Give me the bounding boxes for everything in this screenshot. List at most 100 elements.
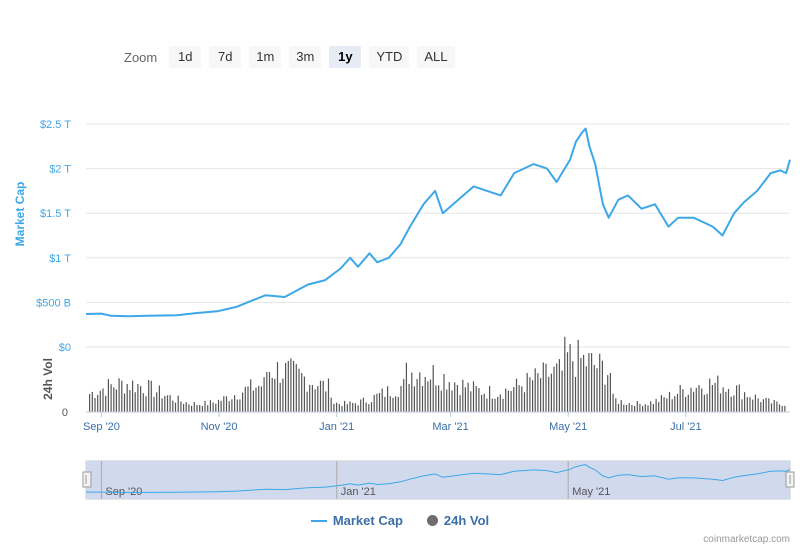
volume-bar [518, 385, 520, 412]
volume-bar [591, 353, 593, 412]
volume-bar [685, 396, 687, 412]
volume-bar [505, 388, 507, 412]
volume-bar [464, 387, 466, 412]
volume-bar [314, 389, 316, 412]
volume-bar [693, 391, 695, 412]
zoom-button-1y[interactable]: 1y [329, 46, 362, 68]
legend-item-volume[interactable]: 24h Vol [426, 513, 490, 528]
volume-bar [711, 385, 713, 412]
volume-bar [532, 380, 534, 412]
volume-bar [384, 396, 386, 412]
volume-bar [207, 405, 209, 412]
volume-bar [142, 393, 144, 412]
zoom-bar: Zoom 1d 7d 1m 3m 1y YTD ALL [124, 45, 455, 69]
volume-bar [695, 387, 697, 412]
volume-bar [744, 392, 746, 412]
volume-bar [225, 396, 228, 412]
navigator-left-handle[interactable] [82, 471, 92, 488]
zoom-button-1m[interactable]: 1m [249, 46, 282, 68]
volume-bar [126, 384, 128, 412]
legend-label-volume: 24h Vol [443, 513, 490, 528]
legend: Market Cap 24h Vol [0, 513, 800, 528]
volume-bar [140, 386, 142, 412]
volume-bar [497, 396, 499, 412]
volume-bar [158, 385, 160, 412]
volume-bars [89, 336, 786, 412]
navigator-tick-label: May '21 [572, 486, 610, 498]
volume-bar [738, 384, 740, 412]
volume-bar [338, 404, 340, 412]
navigator-selection[interactable] [86, 461, 790, 499]
volume-bar [91, 391, 93, 412]
volume-bar [180, 401, 182, 412]
volume-bar [515, 378, 518, 412]
volume-bar [349, 401, 351, 412]
legend-item-market-cap[interactable]: Market Cap [310, 513, 403, 528]
volume-bar [768, 398, 770, 412]
volume-bar [658, 402, 660, 412]
volume-bar [169, 395, 171, 412]
volume-bar [609, 372, 611, 412]
zoom-button-3m[interactable]: 3m [289, 46, 322, 68]
volume-bar [370, 402, 373, 412]
volume-bar [550, 373, 552, 412]
volume-bar [293, 360, 295, 412]
volume-bar [397, 396, 399, 412]
navigator[interactable]: Sep '20 Jan '21 May '21 [82, 460, 795, 500]
volume-bar [419, 372, 421, 412]
volume-bar [625, 405, 628, 412]
volume-bar [352, 402, 354, 412]
zoom-button-7d[interactable]: 7d [209, 46, 242, 68]
volume-bar [137, 384, 139, 412]
volume-bar [644, 404, 646, 412]
volume-axis-top-label: $0 [59, 342, 71, 354]
volume-bar [770, 403, 773, 412]
volume-axis-bottom-label: 0 [62, 407, 68, 419]
volume-bar [778, 404, 781, 412]
volume-bar [236, 399, 238, 412]
volume-bar [754, 394, 756, 412]
y-tick-label: $500 B [36, 297, 71, 309]
volume-bar [741, 399, 743, 412]
volume-bar [303, 376, 305, 412]
volume-bar [174, 402, 177, 412]
volume-bar [346, 404, 348, 412]
volume-bar [679, 385, 681, 412]
volume-bar [620, 400, 622, 412]
volume-bar [709, 378, 711, 412]
volume-bar [760, 402, 762, 412]
zoom-button-1d[interactable]: 1d [169, 46, 202, 68]
volume-bar [623, 404, 625, 412]
volume-bar [276, 362, 279, 412]
x-tick-label: Sep '20 [83, 421, 120, 433]
volume-bar [491, 398, 493, 412]
volume-bar [102, 388, 104, 412]
zoom-button-all[interactable]: ALL [417, 46, 455, 68]
credits[interactable]: coinmarketcap.com [703, 534, 790, 545]
volume-bar [698, 385, 700, 412]
volume-bar [204, 400, 206, 412]
volume-bar [776, 401, 778, 412]
volume-bar [749, 397, 751, 412]
volume-bar [459, 395, 461, 412]
volume-bar [378, 392, 381, 412]
volume-bar [470, 391, 472, 412]
x-tick-label: Jan '21 [319, 421, 354, 433]
volume-bar [341, 406, 343, 412]
volume-bar [523, 392, 526, 412]
volume-bar [574, 377, 577, 412]
volume-bar [725, 391, 727, 412]
zoom-button-ytd[interactable]: YTD [369, 46, 410, 68]
volume-bar [462, 379, 464, 412]
dot-icon [426, 515, 438, 526]
volume-bar [762, 399, 764, 412]
volume-bar [282, 378, 284, 412]
volume-bar [569, 344, 571, 412]
volume-bar [719, 393, 722, 412]
volume-bar [97, 395, 99, 412]
volume-bar [765, 397, 767, 412]
x-tick-label: Jul '21 [670, 421, 701, 433]
volume-bar [588, 353, 590, 412]
volume-bar [572, 361, 574, 412]
volume-bar [105, 395, 107, 412]
